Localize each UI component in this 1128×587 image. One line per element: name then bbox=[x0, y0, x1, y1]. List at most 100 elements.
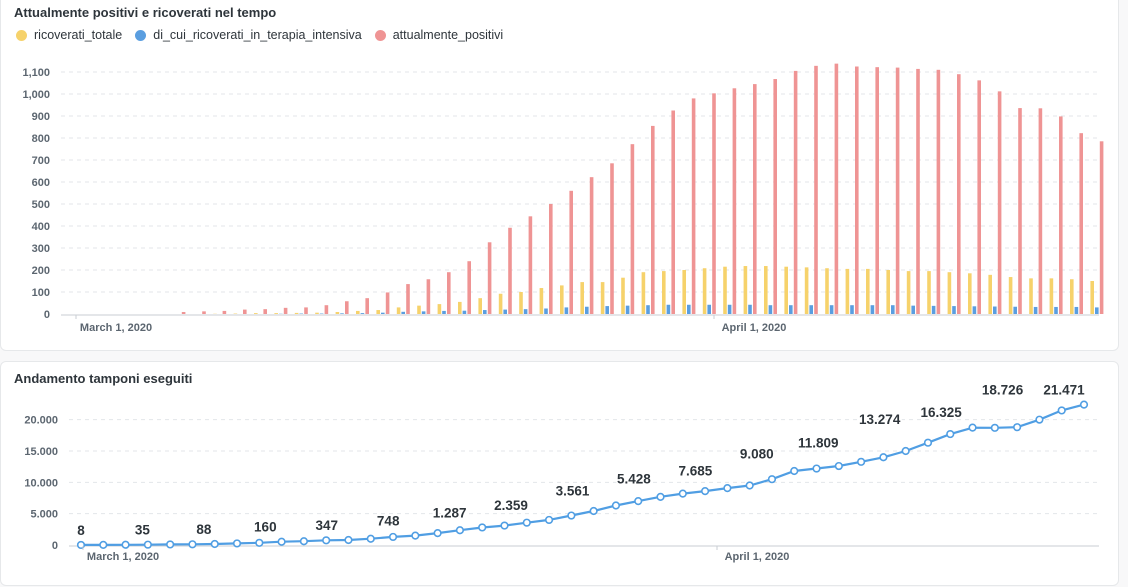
bar-attualmente-positivi bbox=[671, 111, 675, 315]
bar-attualmente-positivi bbox=[202, 311, 206, 314]
bar-di-cui-ricoverati-in-terapia-intensiva bbox=[769, 305, 773, 314]
bar-attualmente-positivi bbox=[712, 93, 716, 314]
bar-di-cui-ricoverati-in-terapia-intensiva bbox=[1013, 307, 1017, 314]
bar-ricoverati-totale bbox=[805, 267, 809, 314]
bar-attualmente-positivi bbox=[998, 91, 1002, 314]
bar-ricoverati-totale bbox=[784, 267, 788, 314]
line-data-label: 8 bbox=[77, 523, 85, 538]
bar-ricoverati-totale bbox=[988, 275, 992, 314]
bar-ricoverati-totale bbox=[580, 282, 584, 314]
bar-attualmente-positivi bbox=[182, 312, 186, 314]
line-data-label: 16.325 bbox=[920, 405, 962, 420]
bar-attualmente-positivi bbox=[875, 67, 879, 314]
bar-di-cui-ricoverati-in-terapia-intensiva bbox=[585, 307, 589, 314]
bar-di-cui-ricoverati-in-terapia-intensiva bbox=[463, 311, 467, 314]
line-point bbox=[635, 498, 642, 505]
bar-attualmente-positivi bbox=[1100, 141, 1104, 314]
bar-di-cui-ricoverati-in-terapia-intensiva bbox=[422, 311, 426, 314]
line-point bbox=[412, 532, 419, 539]
bar-di-cui-ricoverati-in-terapia-intensiva bbox=[728, 305, 732, 314]
bar-ricoverati-totale bbox=[417, 306, 421, 314]
line-point bbox=[613, 502, 620, 509]
line-point bbox=[1014, 424, 1021, 431]
bar-ricoverati-totale bbox=[376, 310, 380, 314]
line-point bbox=[523, 519, 530, 526]
bar-attualmente-positivi bbox=[467, 261, 471, 314]
bar-attualmente-positivi bbox=[427, 279, 431, 314]
bar-attualmente-positivi bbox=[733, 88, 737, 314]
bar-di-cui-ricoverati-in-terapia-intensiva bbox=[483, 310, 487, 314]
bar-di-cui-ricoverati-in-terapia-intensiva bbox=[381, 313, 385, 314]
bar-di-cui-ricoverati-in-terapia-intensiva bbox=[850, 305, 854, 314]
line-point bbox=[301, 538, 308, 545]
bar-ricoverati-totale bbox=[703, 268, 707, 314]
bar-ricoverati-totale bbox=[1029, 278, 1033, 314]
bar-di-cui-ricoverati-in-terapia-intensiva bbox=[687, 305, 691, 314]
bar-ricoverati-totale bbox=[499, 294, 503, 314]
bar-attualmente-positivi bbox=[488, 242, 492, 314]
bar-ricoverati-totale bbox=[540, 288, 544, 314]
bar-attualmente-positivi bbox=[590, 177, 594, 314]
bar-di-cui-ricoverati-in-terapia-intensiva bbox=[809, 305, 813, 314]
bar-ricoverati-totale bbox=[621, 278, 625, 314]
bar-attualmente-positivi bbox=[610, 163, 614, 314]
line-point bbox=[1081, 401, 1088, 408]
bar-ricoverati-totale bbox=[907, 271, 911, 314]
bar-ricoverati-totale bbox=[601, 282, 605, 314]
line-point bbox=[947, 431, 954, 438]
bar-di-cui-ricoverati-in-terapia-intensiva bbox=[524, 309, 528, 314]
line-point bbox=[367, 535, 374, 542]
line-data-label: 7.685 bbox=[678, 463, 712, 478]
bar-di-cui-ricoverati-in-terapia-intensiva bbox=[891, 305, 895, 314]
bar-y-tick-label: 1,100 bbox=[22, 67, 50, 79]
bar-ricoverati-totale bbox=[662, 271, 666, 314]
bar-ricoverati-totale bbox=[723, 267, 727, 314]
bar-di-cui-ricoverati-in-terapia-intensiva bbox=[973, 306, 977, 314]
line-point bbox=[100, 542, 107, 549]
bar-ricoverati-totale bbox=[642, 272, 646, 314]
bar-attualmente-positivi bbox=[325, 305, 329, 314]
bar-ricoverati-totale bbox=[968, 273, 972, 314]
line-data-label: 88 bbox=[196, 522, 212, 537]
bar-attualmente-positivi bbox=[814, 66, 818, 314]
line-y-tick-label: 15.000 bbox=[24, 446, 58, 458]
line-point bbox=[256, 540, 263, 547]
bar-y-tick-label: 700 bbox=[32, 155, 50, 167]
line-point bbox=[234, 540, 241, 547]
line-data-label: 21.471 bbox=[1043, 383, 1085, 398]
bar-attualmente-positivi bbox=[896, 68, 900, 314]
line-data-label: 160 bbox=[254, 520, 277, 535]
line-point bbox=[746, 482, 753, 489]
line-series-tamponi bbox=[81, 405, 1084, 545]
line-point bbox=[457, 527, 464, 534]
bar-ricoverati-totale bbox=[846, 269, 850, 314]
line-point bbox=[657, 494, 664, 501]
bar-ricoverati-totale bbox=[254, 313, 258, 314]
bar-attualmente-positivi bbox=[406, 284, 410, 314]
line-data-label: 11.809 bbox=[798, 435, 839, 450]
bar-y-tick-label: 500 bbox=[32, 199, 50, 211]
bar-attualmente-positivi bbox=[386, 292, 390, 314]
line-point bbox=[769, 476, 776, 483]
bar-di-cui-ricoverati-in-terapia-intensiva bbox=[544, 309, 548, 315]
bar-di-cui-ricoverati-in-terapia-intensiva bbox=[748, 305, 752, 314]
line-y-tick-label: 0 bbox=[52, 540, 58, 552]
bar-attualmente-positivi bbox=[916, 69, 920, 314]
line-y-tick-label: 5.000 bbox=[30, 509, 58, 521]
line-point bbox=[880, 454, 887, 461]
bar-attualmente-positivi bbox=[1059, 116, 1063, 314]
bar-attualmente-positivi bbox=[977, 80, 981, 314]
line-point bbox=[1036, 416, 1043, 423]
line-data-label: 18.726 bbox=[982, 383, 1024, 398]
bar-attualmente-positivi bbox=[957, 74, 961, 314]
bar-di-cui-ricoverati-in-terapia-intensiva bbox=[401, 312, 405, 314]
line-x-tick-label: April 1, 2020 bbox=[725, 551, 790, 563]
bar-y-tick-label: 900 bbox=[32, 111, 50, 123]
bar-ricoverati-totale bbox=[886, 270, 890, 314]
line-point bbox=[992, 425, 999, 432]
bar-di-cui-ricoverati-in-terapia-intensiva bbox=[707, 305, 711, 314]
bar-attualmente-positivi bbox=[835, 64, 839, 314]
line-point bbox=[902, 448, 909, 455]
bar-ricoverati-totale bbox=[825, 268, 829, 314]
line-point bbox=[836, 463, 843, 470]
